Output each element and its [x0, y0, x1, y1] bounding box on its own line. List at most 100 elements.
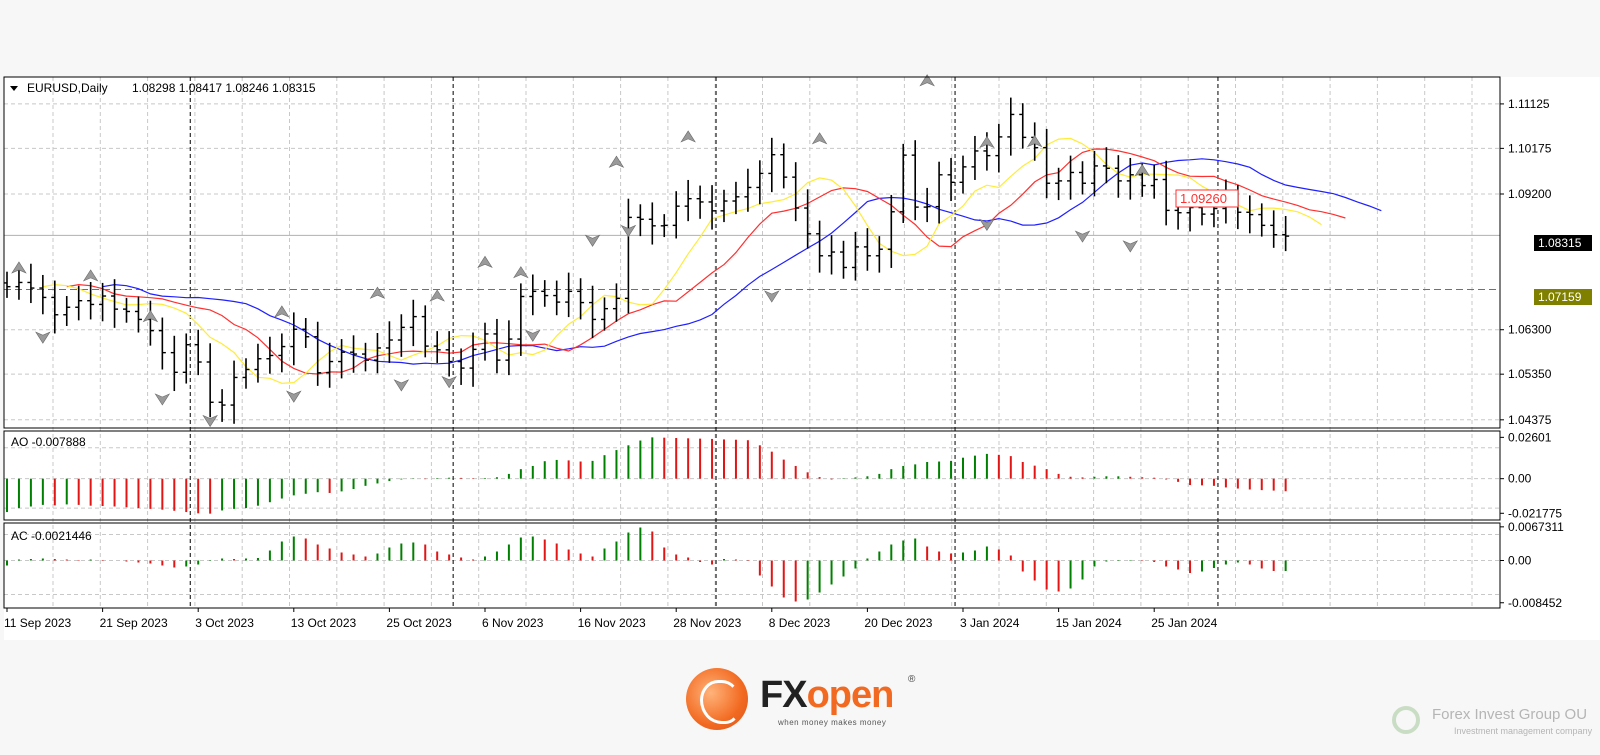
ohlc-bar	[87, 281, 95, 320]
main-y-tick: 1.06300	[1508, 323, 1552, 337]
ohlc-bar	[1162, 160, 1170, 226]
ohlc-bar	[302, 318, 310, 348]
ohlc-bar	[947, 157, 955, 202]
support-level-tag-box	[1534, 289, 1592, 305]
ao-y-tick: 0.02601	[1508, 430, 1552, 444]
ohlc-bar	[612, 283, 620, 322]
fractals	[11, 74, 1151, 428]
ohlc-bar	[290, 312, 298, 366]
ohlc-bar	[1114, 155, 1122, 198]
ohlc-bar	[672, 191, 680, 239]
x-tick-label: 13 Oct 2023	[291, 616, 357, 630]
x-tick-label: 25 Oct 2023	[386, 616, 452, 630]
ac-label: AC -0.0021446	[11, 529, 92, 543]
fractal-up-arrow	[608, 155, 625, 168]
fractal-up-arrow	[429, 289, 445, 302]
ohlc-bar	[959, 155, 967, 194]
ohlc-bar	[660, 214, 668, 238]
main-y-tick: 1.04375	[1508, 413, 1552, 427]
fxopen-emblem-icon	[686, 668, 748, 730]
support-level-tag: 1.07159	[1534, 289, 1592, 305]
ohlc-bar	[1150, 164, 1158, 199]
ohlc-bar	[732, 181, 740, 215]
fxopen-logo: FXopen ® when money makes money	[686, 668, 916, 734]
ohlc-bar	[326, 342, 334, 388]
ac-y-tick: -0.008452	[1508, 596, 1562, 610]
ohlc-bar	[851, 231, 859, 281]
current-price-tag-box	[1534, 235, 1592, 251]
fractal-up-arrow	[142, 310, 159, 323]
ohlc-bar	[911, 140, 919, 221]
x-tick-label: 3 Oct 2023	[195, 616, 254, 630]
horizontal-levels	[4, 234, 1500, 291]
ohlc-bar	[445, 331, 453, 377]
ohlc-bar	[39, 274, 47, 315]
ohlc-bar	[481, 322, 489, 361]
ma-red-line	[66, 148, 1346, 375]
ohlc-bar	[553, 280, 561, 316]
ohlc-bar	[828, 235, 836, 275]
fractal-down-arrow	[286, 390, 302, 403]
ohlc-bar	[1258, 203, 1266, 237]
fractal-down-arrow	[393, 379, 410, 392]
current-price-tag: 1.08315	[1534, 235, 1592, 251]
fractal-up-arrow	[1134, 164, 1151, 177]
x-tick-label: 16 Nov 2023	[578, 616, 646, 630]
ohlc-bar	[1019, 103, 1027, 149]
ohlc-bar	[923, 187, 931, 223]
fractal-down-arrow	[154, 393, 171, 406]
ohlc-bar	[123, 297, 130, 323]
ohlc-bar	[1067, 155, 1075, 200]
logo-wordmark: FXopen	[760, 674, 894, 717]
panel-frames	[3, 76, 1501, 609]
ohlc-bar	[1055, 167, 1063, 201]
x-axis-labels: 11 Sep 2023 21 Sep 2023 3 Oct 2023 13 Oct 2…	[4, 608, 1218, 630]
ao-panel-frame	[3, 430, 1501, 521]
main-y-tick: 1.11125	[1508, 97, 1550, 111]
ohlc-bar	[541, 280, 549, 307]
x-tick-label: 3 Jan 2024	[960, 616, 1020, 630]
x-tick-label: 15 Jan 2024	[1056, 616, 1122, 630]
watermark-subtitle: Investment management company	[1454, 726, 1593, 736]
ohlc-bar	[875, 236, 883, 273]
ohlc-bar	[457, 348, 465, 385]
ohlc-bar	[409, 299, 417, 347]
ohlc-bar	[433, 331, 441, 363]
main-panel-header[interactable]: EURUSD,Daily 1.08298 1.08417 1.08246 1.0…	[10, 81, 316, 95]
ohlc-bar	[780, 143, 788, 189]
ohlc-bar	[1079, 161, 1086, 195]
ohlc-bar	[624, 198, 632, 314]
logo-registered-mark: ®	[908, 674, 916, 685]
ohlc-bar	[756, 160, 764, 205]
ohlc-bar	[768, 137, 776, 193]
fractal-up-arrow	[11, 261, 27, 274]
ohlc-bar	[995, 123, 1003, 173]
ohlc-bar	[230, 360, 238, 424]
ohlc-bar	[1282, 215, 1290, 252]
main-panel-frame	[3, 76, 1501, 429]
ohlc-bar	[469, 332, 477, 387]
ohlc-bar	[338, 339, 346, 379]
chart-white-background	[4, 77, 1600, 640]
ohlc-bar	[493, 318, 501, 374]
main-y-tick: 1.05350	[1508, 367, 1552, 381]
ohlc-bar	[63, 296, 71, 326]
fractal-up-arrow	[513, 266, 529, 279]
forex-invest-watermark: Forex Invest Group OU Investment managem…	[1392, 704, 1600, 744]
support-level-tag-text: 1.07159	[1538, 290, 1582, 304]
fractal-down-arrow	[1122, 240, 1139, 253]
y-axis-labels: 1.11125 1.10175 1.09200 1.06300 1.05350 1.043…	[1500, 97, 1564, 610]
ohlc-bar	[589, 285, 597, 339]
ohlc-bar	[887, 194, 895, 268]
ohlc-bar	[804, 189, 812, 249]
ohlc-bar	[314, 321, 322, 386]
ohlc-bar	[218, 389, 226, 422]
dropdown-triangle-icon[interactable]	[10, 86, 18, 91]
ohlc-bar	[1270, 210, 1278, 248]
ohlc-bar	[278, 333, 286, 373]
price-chart: 1.11125 1.10175 1.09200 1.06300 1.05350 1.043…	[3, 74, 1600, 640]
ohlc-bar	[266, 336, 274, 374]
ac-y-tick: 0.0067311	[1508, 520, 1564, 534]
ohlc-bar	[505, 320, 513, 376]
ohlc-bar	[350, 335, 358, 373]
